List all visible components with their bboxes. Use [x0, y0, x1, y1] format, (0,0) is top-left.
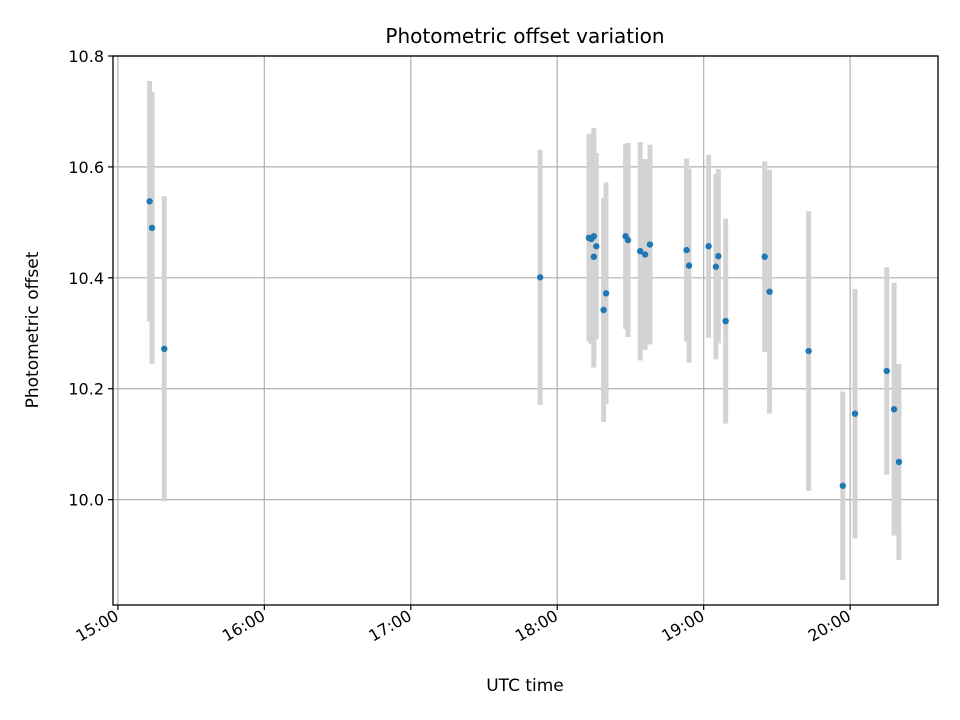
data-point: [624, 236, 632, 244]
y-tick-label: 10.4: [68, 269, 104, 288]
y-tick-label: 10.8: [68, 47, 104, 66]
data-point: [593, 243, 600, 250]
y-axis-ticks: 10.0 10.2 10.4 10.6 10.8: [68, 47, 113, 510]
data-point: [590, 233, 598, 240]
y-tick-label: 10.0: [68, 491, 104, 510]
data-point: [715, 252, 722, 260]
data-point: [722, 317, 729, 325]
data-point: [883, 367, 890, 375]
data-point: [839, 482, 847, 489]
chart-title: Photometric offset variation: [385, 24, 664, 48]
y-axis-label: Photometric offset: [23, 251, 43, 408]
data-point: [602, 290, 610, 297]
data-point: [705, 243, 712, 250]
x-axis-label: UTC time: [486, 676, 564, 696]
data-point: [685, 262, 693, 269]
data-point: [895, 458, 903, 466]
data-point: [637, 248, 644, 255]
y-tick-label: 10.6: [68, 158, 104, 177]
data-point: [641, 251, 649, 258]
data-point: [761, 253, 768, 260]
data-point: [805, 347, 812, 355]
data-point: [890, 406, 898, 413]
data-point: [161, 345, 168, 352]
y-tick-label: 10.2: [68, 380, 104, 399]
data-point: [766, 288, 773, 295]
data-point: [851, 410, 859, 417]
data-point: [712, 263, 720, 270]
data-point: [148, 224, 156, 232]
data-point: [683, 246, 690, 254]
data-point: [590, 253, 598, 260]
data-point: [646, 241, 654, 248]
data-point: [536, 274, 544, 281]
data-point: [146, 198, 153, 205]
data-point: [600, 306, 607, 314]
data-points: [146, 198, 903, 489]
plot-frame: [112, 55, 939, 606]
